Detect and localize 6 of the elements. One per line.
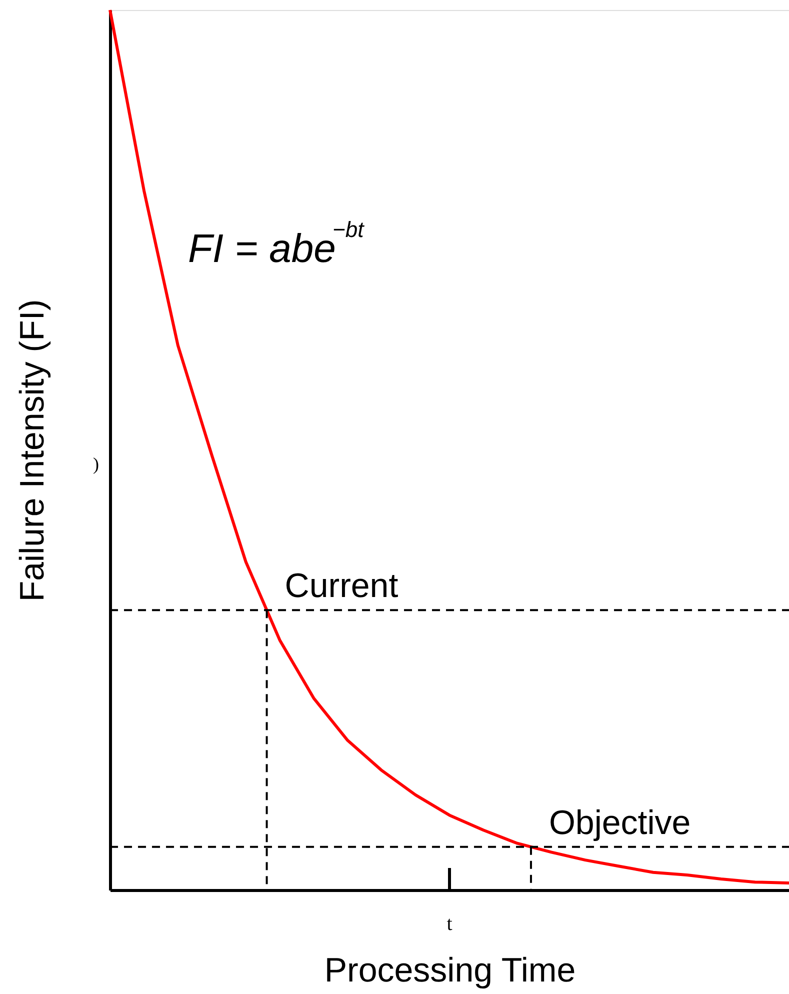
text: t (446, 913, 453, 935)
y-axis-title: Failure Intensity (FI) (14, 299, 52, 602)
text: ) (93, 454, 99, 474)
x-axis-title: Processing Time (324, 952, 576, 990)
ref-line-label: Objective (548, 804, 691, 842)
ref-line-label: Current (284, 567, 399, 606)
